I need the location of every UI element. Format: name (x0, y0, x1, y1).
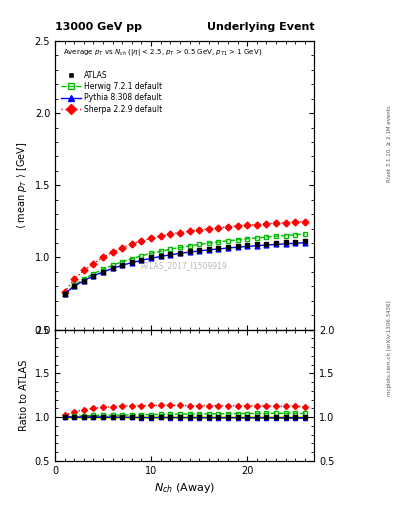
Text: Average $p_T$ vs $N_{ch}$ ($|\eta|$ < 2.5, $p_T$ > 0.5 GeV, $p_{T1}$ > 1 GeV): Average $p_T$ vs $N_{ch}$ ($|\eta|$ < 2.… (63, 47, 262, 58)
Text: mcplots.cern.ch [arXiv:1306.3436]: mcplots.cern.ch [arXiv:1306.3436] (387, 301, 392, 396)
X-axis label: $N_{ch}$ (Away): $N_{ch}$ (Away) (154, 481, 215, 495)
Text: 13000 GeV pp: 13000 GeV pp (55, 23, 142, 32)
Y-axis label: $\langle$ mean $p_T$ $\rangle$ [GeV]: $\langle$ mean $p_T$ $\rangle$ [GeV] (15, 142, 29, 229)
Y-axis label: Ratio to ATLAS: Ratio to ATLAS (19, 359, 29, 431)
Legend: ATLAS, Herwig 7.2.1 default, Pythia 8.308 default, Sherpa 2.2.9 default: ATLAS, Herwig 7.2.1 default, Pythia 8.30… (61, 71, 162, 114)
Text: Rivet 3.1.10, ≥ 2.1M events: Rivet 3.1.10, ≥ 2.1M events (387, 105, 392, 182)
Text: ATLAS_2017_I1509919: ATLAS_2017_I1509919 (141, 262, 228, 271)
Text: Underlying Event: Underlying Event (207, 23, 314, 32)
